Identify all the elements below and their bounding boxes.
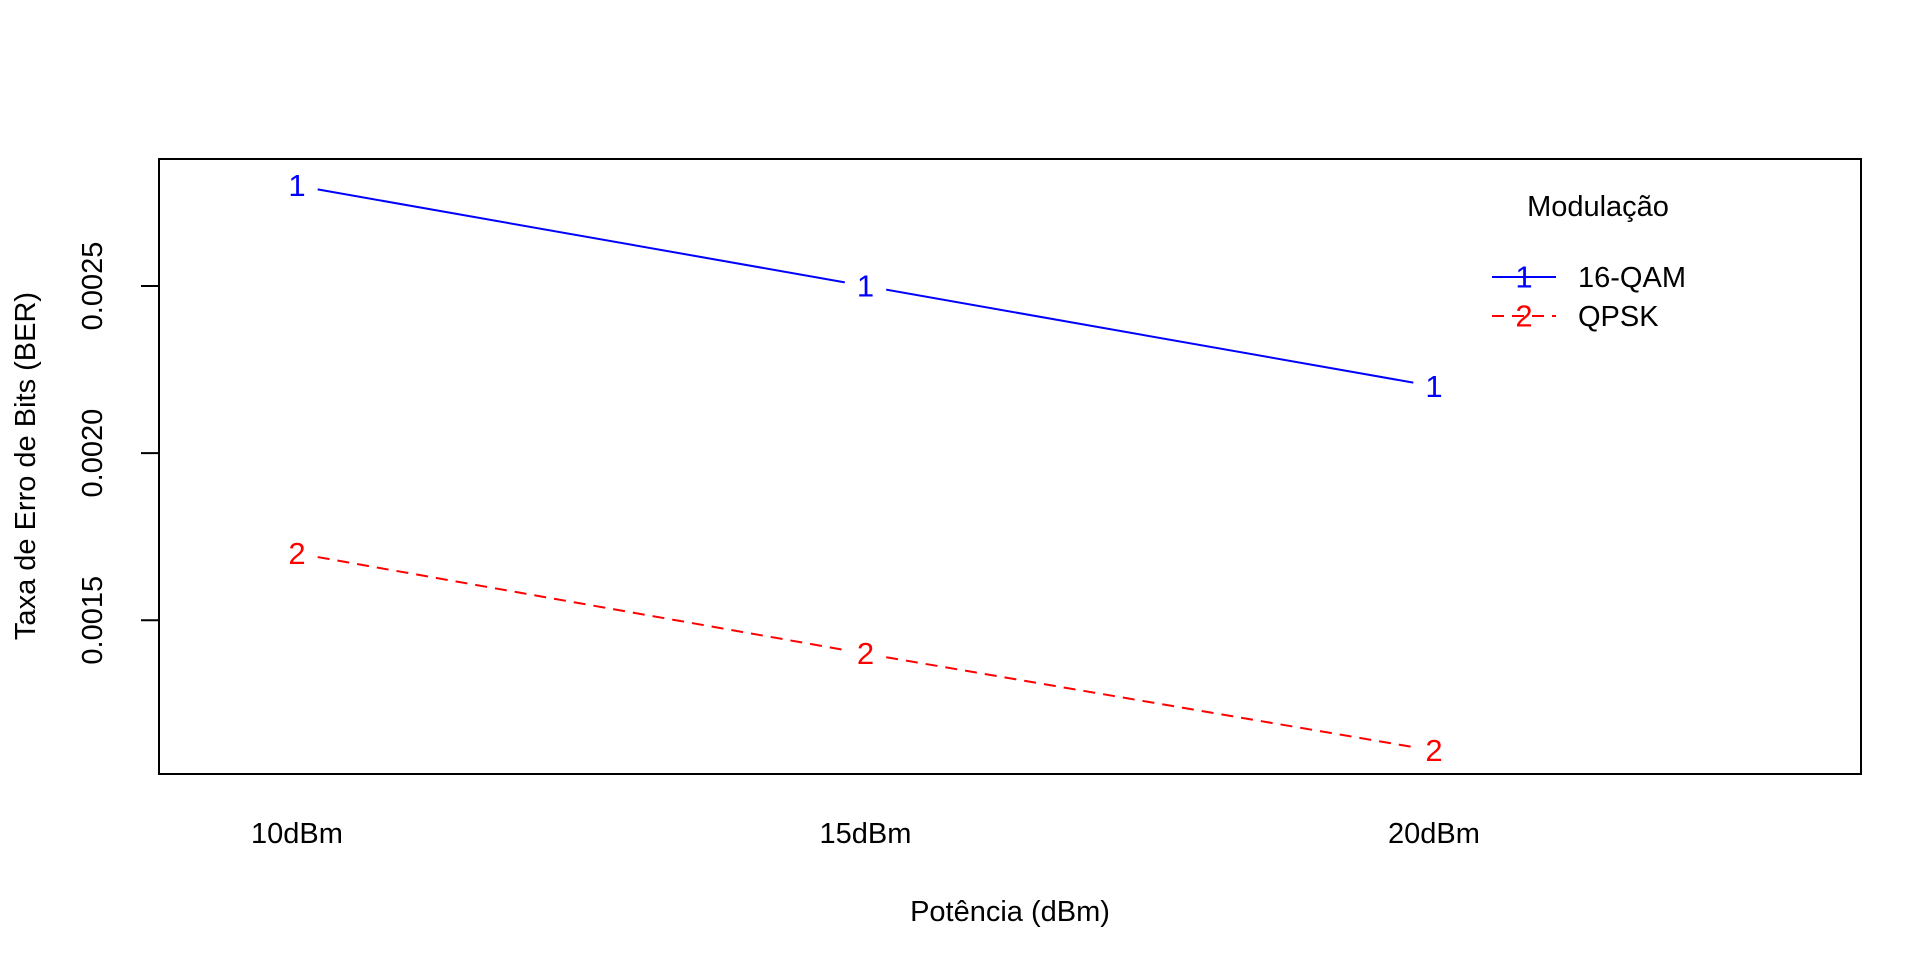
legend-marker-label: 1	[1515, 260, 1532, 295]
legend-marker-label: 2	[1515, 299, 1532, 334]
data-point-label: 2	[288, 536, 305, 571]
legend: Modulação 1 16-QAM 2 QPSK	[1492, 191, 1686, 334]
y-tick-label: 0.0020	[77, 409, 109, 498]
data-point-label: 1	[1425, 369, 1442, 404]
y-axis-title: Taxa de Erro de Bits (BER)	[10, 292, 42, 640]
x-tick-label: 10dBm	[251, 818, 343, 850]
y-tick-label: 0.0015	[77, 576, 109, 665]
series-line	[886, 288, 1414, 384]
plot-frame	[158, 158, 1862, 775]
x-axis: 10dBm 15dBm 20dBm	[251, 818, 1480, 850]
series-line	[886, 656, 1414, 749]
data-point-label: 2	[1425, 733, 1442, 768]
data-point-label: 1	[857, 269, 874, 304]
series-line	[317, 556, 845, 652]
legend-series-label: QPSK	[1578, 301, 1659, 333]
legend-series-label: 16-QAM	[1578, 262, 1686, 294]
y-axis: 0.0015 0.0020 0.0025	[77, 242, 159, 665]
series-layer: 1 1 1 2 2 2	[288, 168, 1442, 768]
y-tick-label: 0.0025	[77, 242, 109, 331]
data-point-label: 2	[857, 636, 874, 671]
legend-title: Modulação	[1527, 191, 1669, 223]
x-tick-label: 15dBm	[820, 818, 912, 850]
data-point-label: 1	[288, 168, 305, 203]
series-line	[317, 188, 845, 284]
x-tick-label: 20dBm	[1388, 818, 1480, 850]
x-axis-title: Potência (dBm)	[910, 896, 1110, 928]
